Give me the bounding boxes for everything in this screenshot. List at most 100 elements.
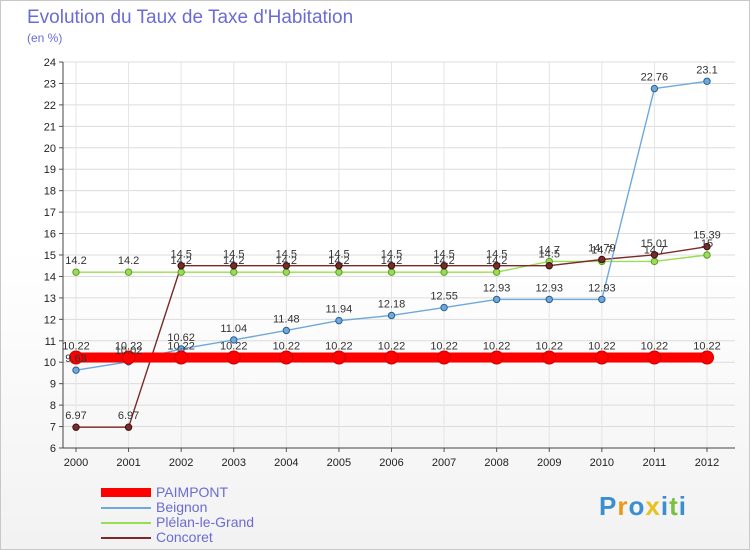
data-point	[174, 350, 189, 365]
legend-item: Plélan-le-Grand	[101, 515, 254, 530]
data-label: 14.5	[170, 249, 191, 261]
data-point	[279, 350, 294, 365]
y-tick-label: 9	[50, 379, 56, 391]
legend-swatch	[101, 536, 151, 539]
legend-label: Plélan-le-Grand	[156, 514, 255, 530]
data-label: 14.2	[170, 255, 191, 267]
data-label: 14.2	[65, 255, 86, 267]
data-point	[545, 295, 553, 304]
data-point	[440, 303, 448, 312]
logo-letter: r	[617, 491, 629, 521]
y-tick-label: 6	[50, 443, 56, 455]
data-label: 10.22	[641, 341, 669, 353]
data-point	[492, 295, 501, 304]
y-tick-label: 24	[44, 57, 56, 69]
y-tick-label: 21	[44, 121, 56, 133]
legend-label: Concoret	[156, 529, 213, 545]
chart-subtitle: (en %)	[27, 31, 63, 45]
data-point	[335, 268, 343, 276]
x-tick-label: 2010	[590, 457, 614, 469]
data-point	[387, 311, 396, 320]
data-label: 11.48	[273, 313, 300, 325]
data-point	[650, 257, 659, 266]
data-point	[650, 84, 659, 93]
y-tick-label: 23	[44, 78, 56, 90]
y-tick-label: 20	[44, 143, 56, 155]
data-point	[177, 262, 185, 270]
data-point	[230, 336, 238, 344]
data-label: 14.2	[223, 255, 244, 267]
data-label: 9.63	[65, 353, 86, 365]
data-point	[384, 350, 399, 365]
x-tick-label: 2002	[169, 457, 193, 469]
data-point	[226, 350, 241, 365]
data-label: 10.22	[535, 341, 563, 353]
y-tick-label: 16	[44, 229, 56, 241]
data-label: 10.22	[220, 341, 248, 353]
data-label: 10.22	[378, 341, 406, 353]
data-point	[440, 268, 448, 276]
legend-swatch	[101, 521, 151, 524]
data-point	[387, 262, 396, 270]
x-tick-label: 2006	[379, 457, 403, 469]
data-point	[703, 77, 711, 86]
data-point	[647, 350, 662, 365]
x-tick-label: 2004	[274, 457, 298, 469]
y-tick-label: 10	[44, 357, 56, 369]
x-tick-label: 2003	[222, 457, 246, 469]
data-label: 14.5	[539, 249, 560, 261]
data-label: 14.79	[588, 243, 616, 255]
data-point	[598, 295, 606, 304]
x-tick-label: 2007	[432, 457, 456, 469]
data-label: 12.93	[535, 282, 563, 294]
data-point	[282, 268, 291, 276]
data-label: 10.22	[115, 341, 143, 353]
data-label: 12.18	[378, 298, 406, 310]
data-label: 6.97	[65, 410, 86, 422]
data-label: 15.01	[641, 238, 669, 250]
data-point	[121, 350, 136, 365]
data-label: 10.22	[588, 341, 616, 353]
legend-label: PAIMPONT	[156, 484, 229, 500]
data-label: 14.2	[328, 255, 349, 267]
data-point	[124, 268, 133, 276]
logo-letter: o	[628, 491, 646, 521]
logo-letter: t	[669, 491, 679, 521]
data-point	[598, 255, 606, 264]
data-label: 14.2	[381, 255, 402, 267]
data-point	[492, 268, 501, 276]
data-label: 6.97	[118, 410, 139, 422]
data-point	[335, 262, 343, 270]
data-point	[230, 262, 238, 270]
x-tick-label: 2012	[695, 457, 719, 469]
x-tick-label: 2005	[327, 457, 351, 469]
data-label: 11.94	[326, 304, 353, 316]
data-label: 14.5	[223, 249, 244, 261]
data-point	[440, 262, 448, 270]
x-tick-label: 2008	[484, 457, 508, 469]
data-label: 10.62	[167, 332, 195, 344]
data-label: 22.76	[641, 72, 669, 84]
data-point	[650, 251, 659, 259]
legend-item: Concoret	[101, 530, 254, 545]
data-point	[437, 350, 452, 365]
data-label: 14.7	[591, 244, 612, 256]
data-point	[282, 326, 291, 335]
data-point	[489, 350, 504, 365]
data-point	[282, 262, 291, 270]
data-point	[542, 350, 557, 365]
data-point	[72, 268, 80, 276]
data-label: 14.2	[276, 255, 297, 267]
legend-swatch	[101, 488, 151, 497]
data-label: 14.5	[276, 249, 297, 261]
y-tick-label: 17	[44, 207, 56, 219]
y-tick-label: 18	[44, 186, 56, 198]
data-label: 10.22	[62, 341, 90, 353]
data-label: 14.7	[644, 244, 665, 256]
data-label: 14.2	[118, 255, 139, 267]
y-tick-label: 15	[44, 250, 56, 262]
legend-label: Beignon	[156, 499, 208, 515]
data-point	[230, 268, 238, 276]
